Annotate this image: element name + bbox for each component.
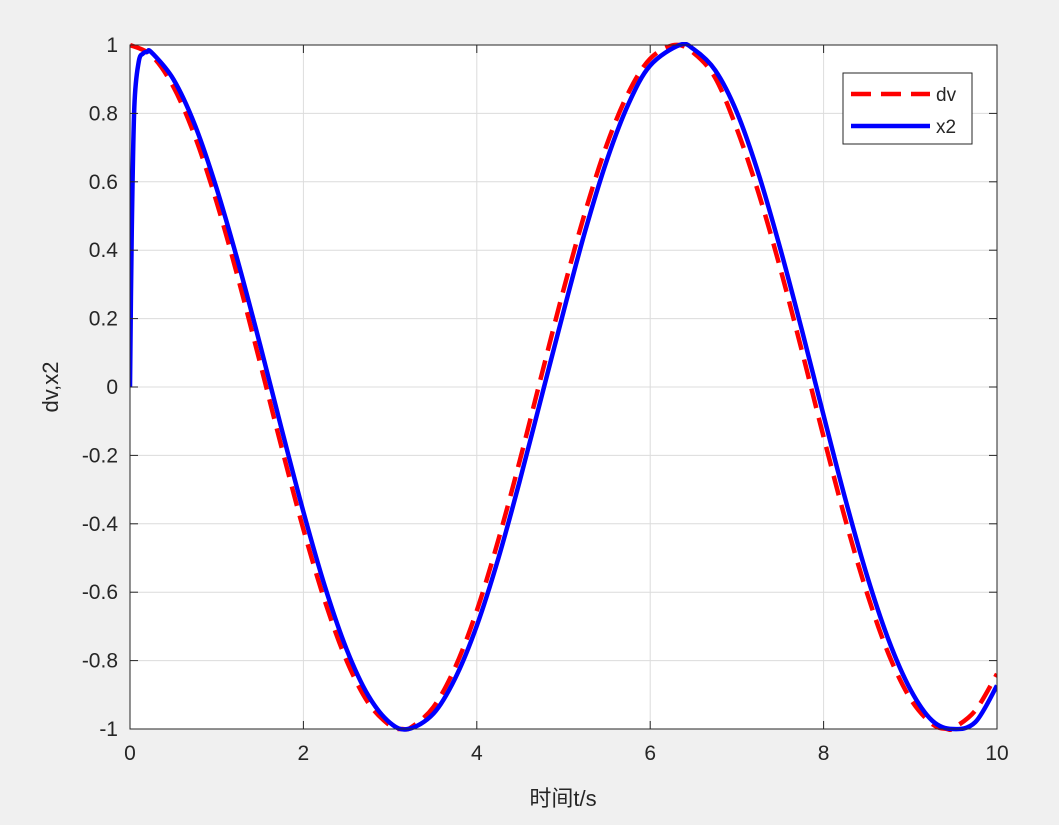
y-tick-label: -0.2 — [82, 444, 118, 467]
y-tick-label: -0.8 — [82, 650, 118, 673]
series-line-x2 — [130, 42, 997, 732]
series-line-dv — [130, 42, 997, 732]
y-axis-label: dv,x2 — [38, 362, 63, 413]
x-tick-label: 10 — [985, 742, 1008, 765]
legend: dv x2 — [842, 72, 973, 145]
series-layer — [130, 42, 997, 732]
x-tick-label: 4 — [471, 742, 483, 765]
x-tick-label: 2 — [298, 742, 310, 765]
y-tick-label: 0 — [106, 376, 118, 399]
y-tick-label: 0.4 — [89, 239, 119, 262]
x-tick-label: 6 — [644, 742, 656, 765]
y-tick-label: 1 — [106, 34, 118, 57]
x-axis-label: 时间t/s — [529, 786, 596, 811]
y-tick-label: -0.6 — [82, 581, 118, 604]
tick-labels: 0 2 4 6 8 10 -1 -0.8 -0.6 -0.4 -0.2 0 0.2 0.4 0.6 0.8 1 — [82, 34, 1009, 765]
y-tick-label: 0.8 — [89, 102, 118, 125]
y-tick-label: -1 — [99, 718, 118, 741]
x-tick-label: 8 — [818, 742, 830, 765]
legend-label-dv: dv — [936, 85, 957, 106]
legend-label-x2: x2 — [936, 117, 956, 138]
y-tick-label: 0.2 — [89, 308, 118, 331]
axis-ticks — [129, 44, 998, 730]
x-tick-label: 0 — [124, 742, 136, 765]
y-tick-label: -0.4 — [82, 513, 119, 536]
legend-box — [842, 72, 973, 145]
y-tick-label: 0.6 — [89, 171, 118, 194]
